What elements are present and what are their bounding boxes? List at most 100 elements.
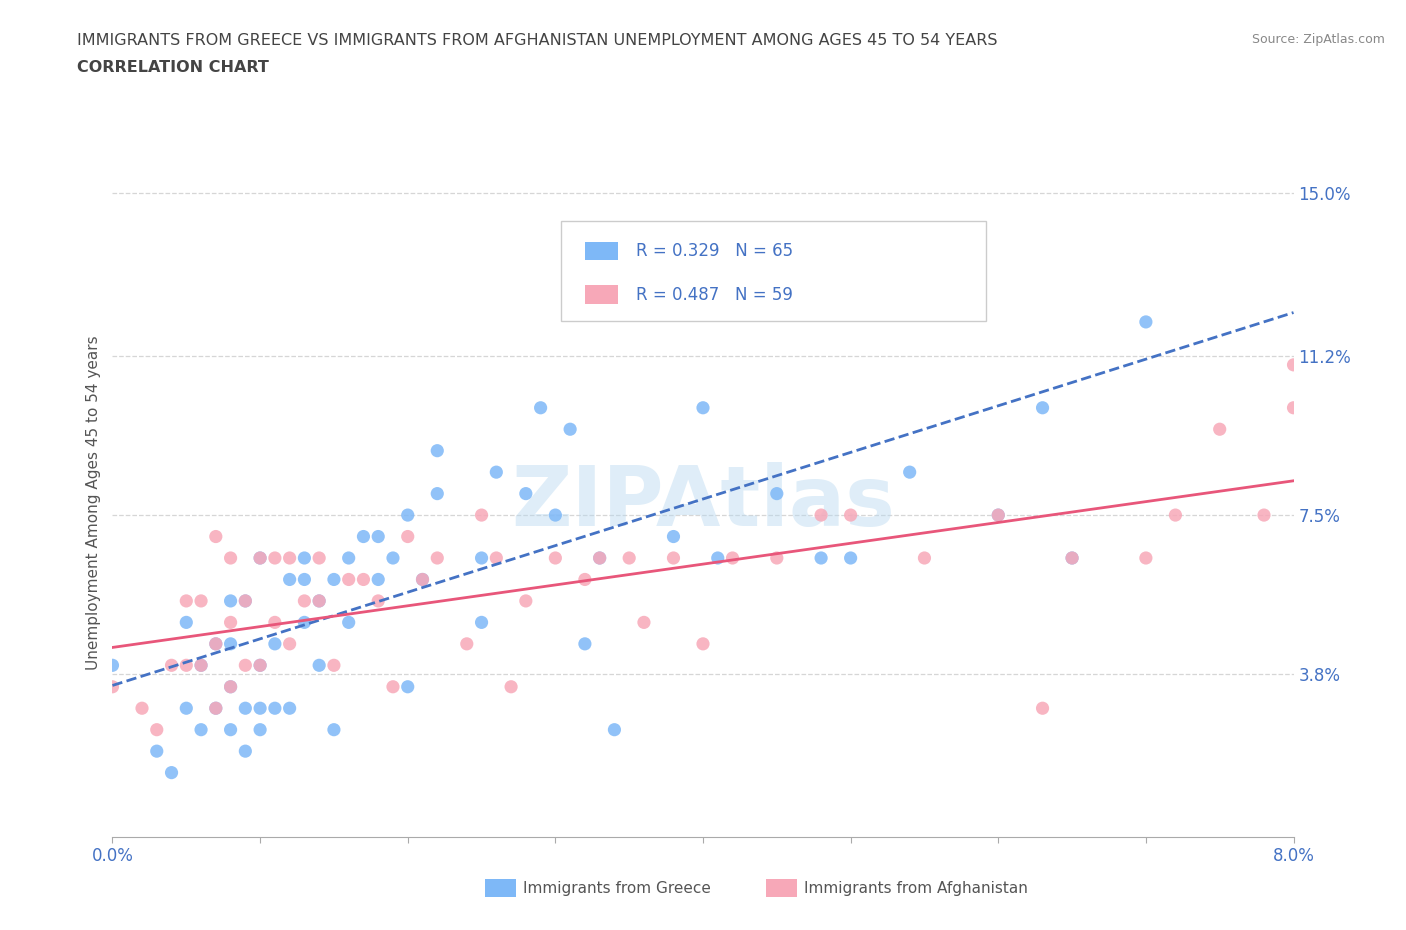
- Point: [174, 701, 197, 716]
- Point: [987, 508, 1010, 523]
- Point: [721, 551, 744, 565]
- Point: [396, 529, 419, 544]
- Point: [544, 508, 567, 523]
- Point: [633, 78, 655, 93]
- Point: [278, 551, 301, 565]
- Point: [485, 551, 508, 565]
- Point: [1062, 551, 1084, 565]
- Point: [308, 593, 330, 608]
- Point: [352, 572, 374, 587]
- Point: [692, 400, 714, 415]
- Point: [1282, 357, 1305, 372]
- Point: [278, 636, 301, 651]
- Point: [292, 572, 315, 587]
- Point: [190, 658, 212, 672]
- Point: [352, 529, 374, 544]
- Point: [707, 551, 730, 565]
- Point: [603, 723, 626, 737]
- Point: [529, 400, 551, 415]
- Point: [219, 723, 242, 737]
- Point: [574, 572, 596, 587]
- Point: [278, 701, 301, 716]
- Point: [471, 551, 494, 565]
- Point: [1208, 422, 1232, 437]
- Point: [544, 551, 567, 565]
- Point: [619, 229, 641, 244]
- Text: R = 0.329   N = 65: R = 0.329 N = 65: [636, 242, 793, 260]
- Point: [588, 551, 610, 565]
- Point: [219, 679, 242, 694]
- Point: [898, 465, 921, 480]
- Point: [412, 572, 434, 587]
- Point: [249, 723, 271, 737]
- Point: [219, 551, 242, 565]
- Point: [292, 615, 315, 630]
- Point: [765, 486, 787, 501]
- Point: [765, 551, 787, 565]
- Point: [382, 679, 405, 694]
- Point: [1253, 508, 1275, 523]
- Point: [1032, 400, 1054, 415]
- Point: [323, 572, 346, 587]
- Point: [323, 658, 346, 672]
- Point: [501, 679, 523, 694]
- Point: [839, 508, 862, 523]
- Point: [249, 658, 271, 672]
- Point: [174, 615, 197, 630]
- FancyBboxPatch shape: [561, 221, 987, 322]
- Point: [205, 636, 228, 651]
- Point: [308, 593, 330, 608]
- Point: [412, 572, 434, 587]
- Point: [456, 636, 478, 651]
- Point: [914, 551, 936, 565]
- Point: [515, 593, 537, 608]
- Point: [515, 486, 537, 501]
- Point: [292, 593, 315, 608]
- Point: [662, 529, 685, 544]
- Point: [367, 572, 389, 587]
- Point: [249, 658, 271, 672]
- Text: ZIPAtlas: ZIPAtlas: [510, 461, 896, 543]
- Point: [987, 508, 1010, 523]
- Point: [205, 701, 228, 716]
- Point: [560, 422, 582, 437]
- Point: [264, 615, 287, 630]
- Point: [205, 529, 228, 544]
- Point: [174, 593, 197, 608]
- Point: [471, 615, 494, 630]
- Point: [367, 529, 389, 544]
- Point: [219, 615, 242, 630]
- Point: [264, 551, 287, 565]
- Point: [308, 551, 330, 565]
- Point: [426, 444, 449, 458]
- Point: [264, 636, 287, 651]
- Text: R = 0.487   N = 59: R = 0.487 N = 59: [636, 286, 793, 303]
- Point: [337, 615, 360, 630]
- Text: Source: ZipAtlas.com: Source: ZipAtlas.com: [1251, 33, 1385, 46]
- Point: [1135, 314, 1157, 329]
- Point: [810, 508, 832, 523]
- Point: [396, 508, 419, 523]
- Point: [146, 723, 169, 737]
- Point: [101, 658, 124, 672]
- Point: [633, 615, 655, 630]
- Point: [174, 658, 197, 672]
- Point: [588, 551, 610, 565]
- Point: [233, 701, 256, 716]
- Point: [190, 593, 212, 608]
- Point: [662, 551, 685, 565]
- Point: [233, 744, 256, 759]
- Point: [190, 658, 212, 672]
- Text: CORRELATION CHART: CORRELATION CHART: [77, 60, 269, 75]
- Point: [382, 551, 405, 565]
- Point: [1135, 551, 1157, 565]
- Point: [810, 551, 832, 565]
- Point: [367, 593, 389, 608]
- Point: [574, 636, 596, 651]
- Point: [233, 658, 256, 672]
- Point: [323, 723, 346, 737]
- Point: [396, 679, 419, 694]
- Point: [1032, 701, 1054, 716]
- Point: [249, 701, 271, 716]
- Point: [219, 593, 242, 608]
